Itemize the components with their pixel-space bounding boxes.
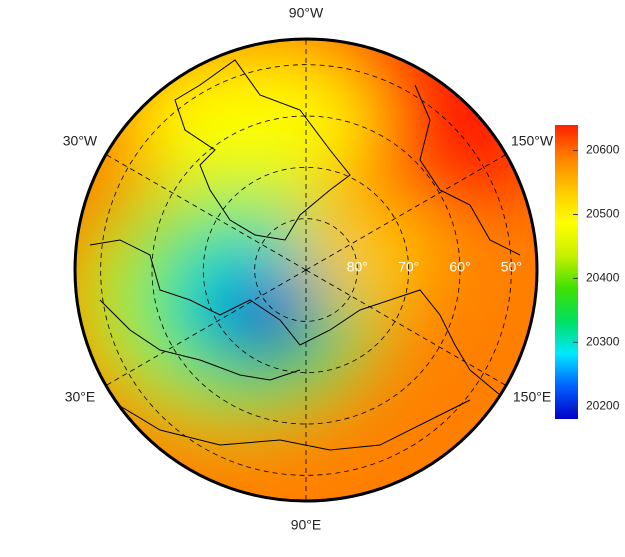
- longitude-label: 150°E: [513, 389, 551, 405]
- colorbar-tick-label: 20200: [586, 398, 620, 412]
- meridian: [105, 269, 307, 386]
- colorbar-tick-label: 20300: [586, 334, 620, 348]
- latitude-circle: [254, 218, 358, 322]
- latitude-label: 80°: [347, 259, 368, 275]
- field-blob: [210, 270, 320, 360]
- meridian: [305, 154, 507, 271]
- latitude-circle: [100, 64, 512, 476]
- field: [75, 39, 537, 501]
- colorbar-tick-label: 20600: [586, 143, 620, 157]
- latitude-circle: [202, 166, 410, 374]
- field-blob: [300, 190, 440, 310]
- field-blob: [120, 50, 380, 190]
- longitude-label: 150°W: [511, 133, 554, 149]
- longitude-label: 90°E: [291, 517, 322, 533]
- map-border: [73, 37, 539, 503]
- latitude-circle: [151, 115, 461, 425]
- colorbar-tick-label: 20500: [586, 207, 620, 221]
- longitude-label: 30°E: [65, 389, 96, 405]
- meridian: [305, 269, 507, 386]
- latitude-label: 60°: [449, 259, 470, 275]
- longitude-label: 30°W: [63, 133, 98, 149]
- latitude-label: 50°: [501, 259, 522, 275]
- meridian: [105, 154, 307, 271]
- field-blobs: [75, 39, 537, 430]
- longitude-label: 90°W: [289, 5, 324, 21]
- colorbar: [555, 125, 578, 419]
- colorbar-tick-label: 20400: [586, 271, 620, 285]
- latitude-label: 70°: [398, 259, 419, 275]
- coastlines: [89, 59, 521, 451]
